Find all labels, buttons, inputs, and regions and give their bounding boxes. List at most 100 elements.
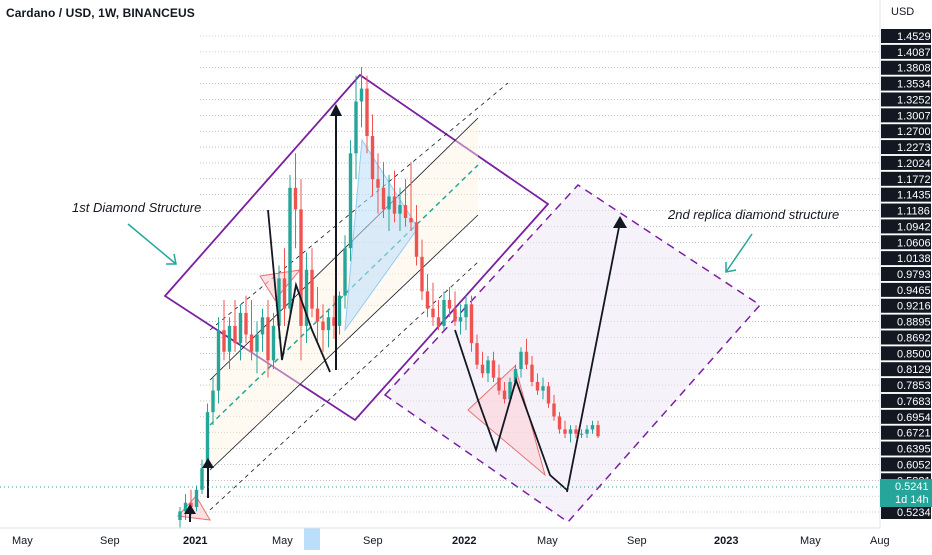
candle-body <box>288 187 292 309</box>
price-axis-label: 1.1186 <box>897 206 930 218</box>
price-axis-label: 0.6721 <box>897 428 931 440</box>
price-axis-badge <box>881 409 931 424</box>
candle-body <box>491 360 496 378</box>
candle-body <box>557 416 562 430</box>
candle-body <box>447 299 452 309</box>
candle-body <box>585 429 589 434</box>
price-axis-label: 1.2024 <box>897 158 931 170</box>
time-axis-label: Sep <box>363 535 383 547</box>
candle-body <box>376 179 380 188</box>
price-axis-label: 0.9793 <box>897 269 931 281</box>
candle-body <box>365 88 369 137</box>
candle-body <box>513 369 518 382</box>
candle-body <box>255 334 259 352</box>
candle-body <box>519 351 523 369</box>
candle-body <box>596 425 600 437</box>
price-axis-label: 0.7853 <box>897 380 931 392</box>
price-axis-badge <box>881 282 931 297</box>
channel-line-lower <box>209 214 479 471</box>
candle-body <box>392 196 397 214</box>
price-axis-badge <box>881 314 931 329</box>
time-cursor-marker <box>304 528 320 550</box>
blue-triangle-pattern <box>344 138 419 332</box>
candle-body <box>453 308 457 322</box>
candle-body <box>387 196 391 210</box>
vertical-arrows <box>184 104 342 522</box>
projection-line <box>566 221 621 493</box>
candle-body <box>183 502 188 512</box>
candle-body <box>475 343 479 365</box>
candle-body <box>343 248 347 296</box>
candle-body <box>205 412 210 469</box>
candle-body <box>480 364 485 374</box>
candle-body <box>189 502 193 508</box>
candle-body <box>321 321 325 331</box>
price-axis-badge <box>881 393 931 408</box>
candle-body <box>541 386 545 391</box>
price-axis-label: 0.8692 <box>897 332 931 344</box>
first-label-arrow-shaft <box>127 223 177 265</box>
candle-body <box>337 295 342 326</box>
price-badge-background <box>880 479 932 507</box>
arrow-small-head <box>202 458 214 468</box>
candle-body <box>464 304 468 318</box>
time-axis-label: 2022 <box>452 535 476 547</box>
candle-body <box>233 325 237 344</box>
time-axis-label: May <box>12 535 33 547</box>
price-axis-label: 1.3007 <box>897 110 931 122</box>
candle-body <box>414 222 419 257</box>
price-axis-label: 0.9216 <box>897 301 931 313</box>
candle-body <box>370 136 375 180</box>
candle-body <box>332 317 336 326</box>
candle-body <box>359 88 364 102</box>
candle-body <box>425 291 430 309</box>
first-diamond-outline <box>163 73 550 422</box>
candle-body <box>293 187 298 210</box>
price-badge-countdown: 1d 14h <box>895 494 929 506</box>
candle-body <box>431 308 435 318</box>
price-axis-badge <box>881 171 931 186</box>
price-axis-badge <box>881 346 931 361</box>
price-axis-badge <box>881 330 931 345</box>
candle-body <box>227 325 232 352</box>
price-axis-badge <box>881 92 931 107</box>
candle-body <box>590 425 595 430</box>
time-axis-label: Sep <box>627 535 647 547</box>
arrow-tall-head <box>330 104 342 116</box>
price-axis-badge <box>881 425 931 440</box>
first-label-arrow-head <box>166 253 177 265</box>
axis-currency-label: USD <box>891 6 915 18</box>
candle-body <box>211 390 215 413</box>
price-axis-label: 1.0606 <box>897 237 931 249</box>
candle-body <box>194 489 199 508</box>
candle-body <box>563 429 567 434</box>
price-axis-badge <box>881 505 931 519</box>
price-axis-label: 0.5234 <box>897 507 931 519</box>
candle-body <box>249 334 254 352</box>
candle-body <box>354 101 358 154</box>
candle-body <box>178 511 182 520</box>
price-axis-label: 1.2700 <box>897 126 931 138</box>
price-axis-badge <box>881 76 931 91</box>
replica-diamond-fill <box>385 185 760 522</box>
time-axis-label: 2023 <box>714 535 738 547</box>
candle-body <box>436 317 441 326</box>
candle-body <box>348 153 353 249</box>
price-axis-badge <box>881 251 931 266</box>
time-axis[interactable]: May Sep 2021 May Sep 2022 May Sep 2023 May Aug <box>12 535 890 547</box>
candle-body <box>535 381 540 391</box>
candle-body <box>238 312 243 344</box>
price-axis-badge <box>881 267 931 281</box>
price-axis-label: 0.8129 <box>897 364 931 376</box>
price-axis-badge <box>881 457 931 472</box>
price-axis-label: 0.6395 <box>897 444 931 456</box>
price-axis[interactable]: 1.4529 1.4087 1.3808 1.3534 1.3252 1.3007 1.27… <box>881 29 931 519</box>
candle-body <box>442 299 446 326</box>
candle-body <box>469 304 474 344</box>
price-axis-badge <box>881 187 931 202</box>
candle-body <box>381 187 386 210</box>
price-badge-value: 0.5241 <box>895 481 929 493</box>
